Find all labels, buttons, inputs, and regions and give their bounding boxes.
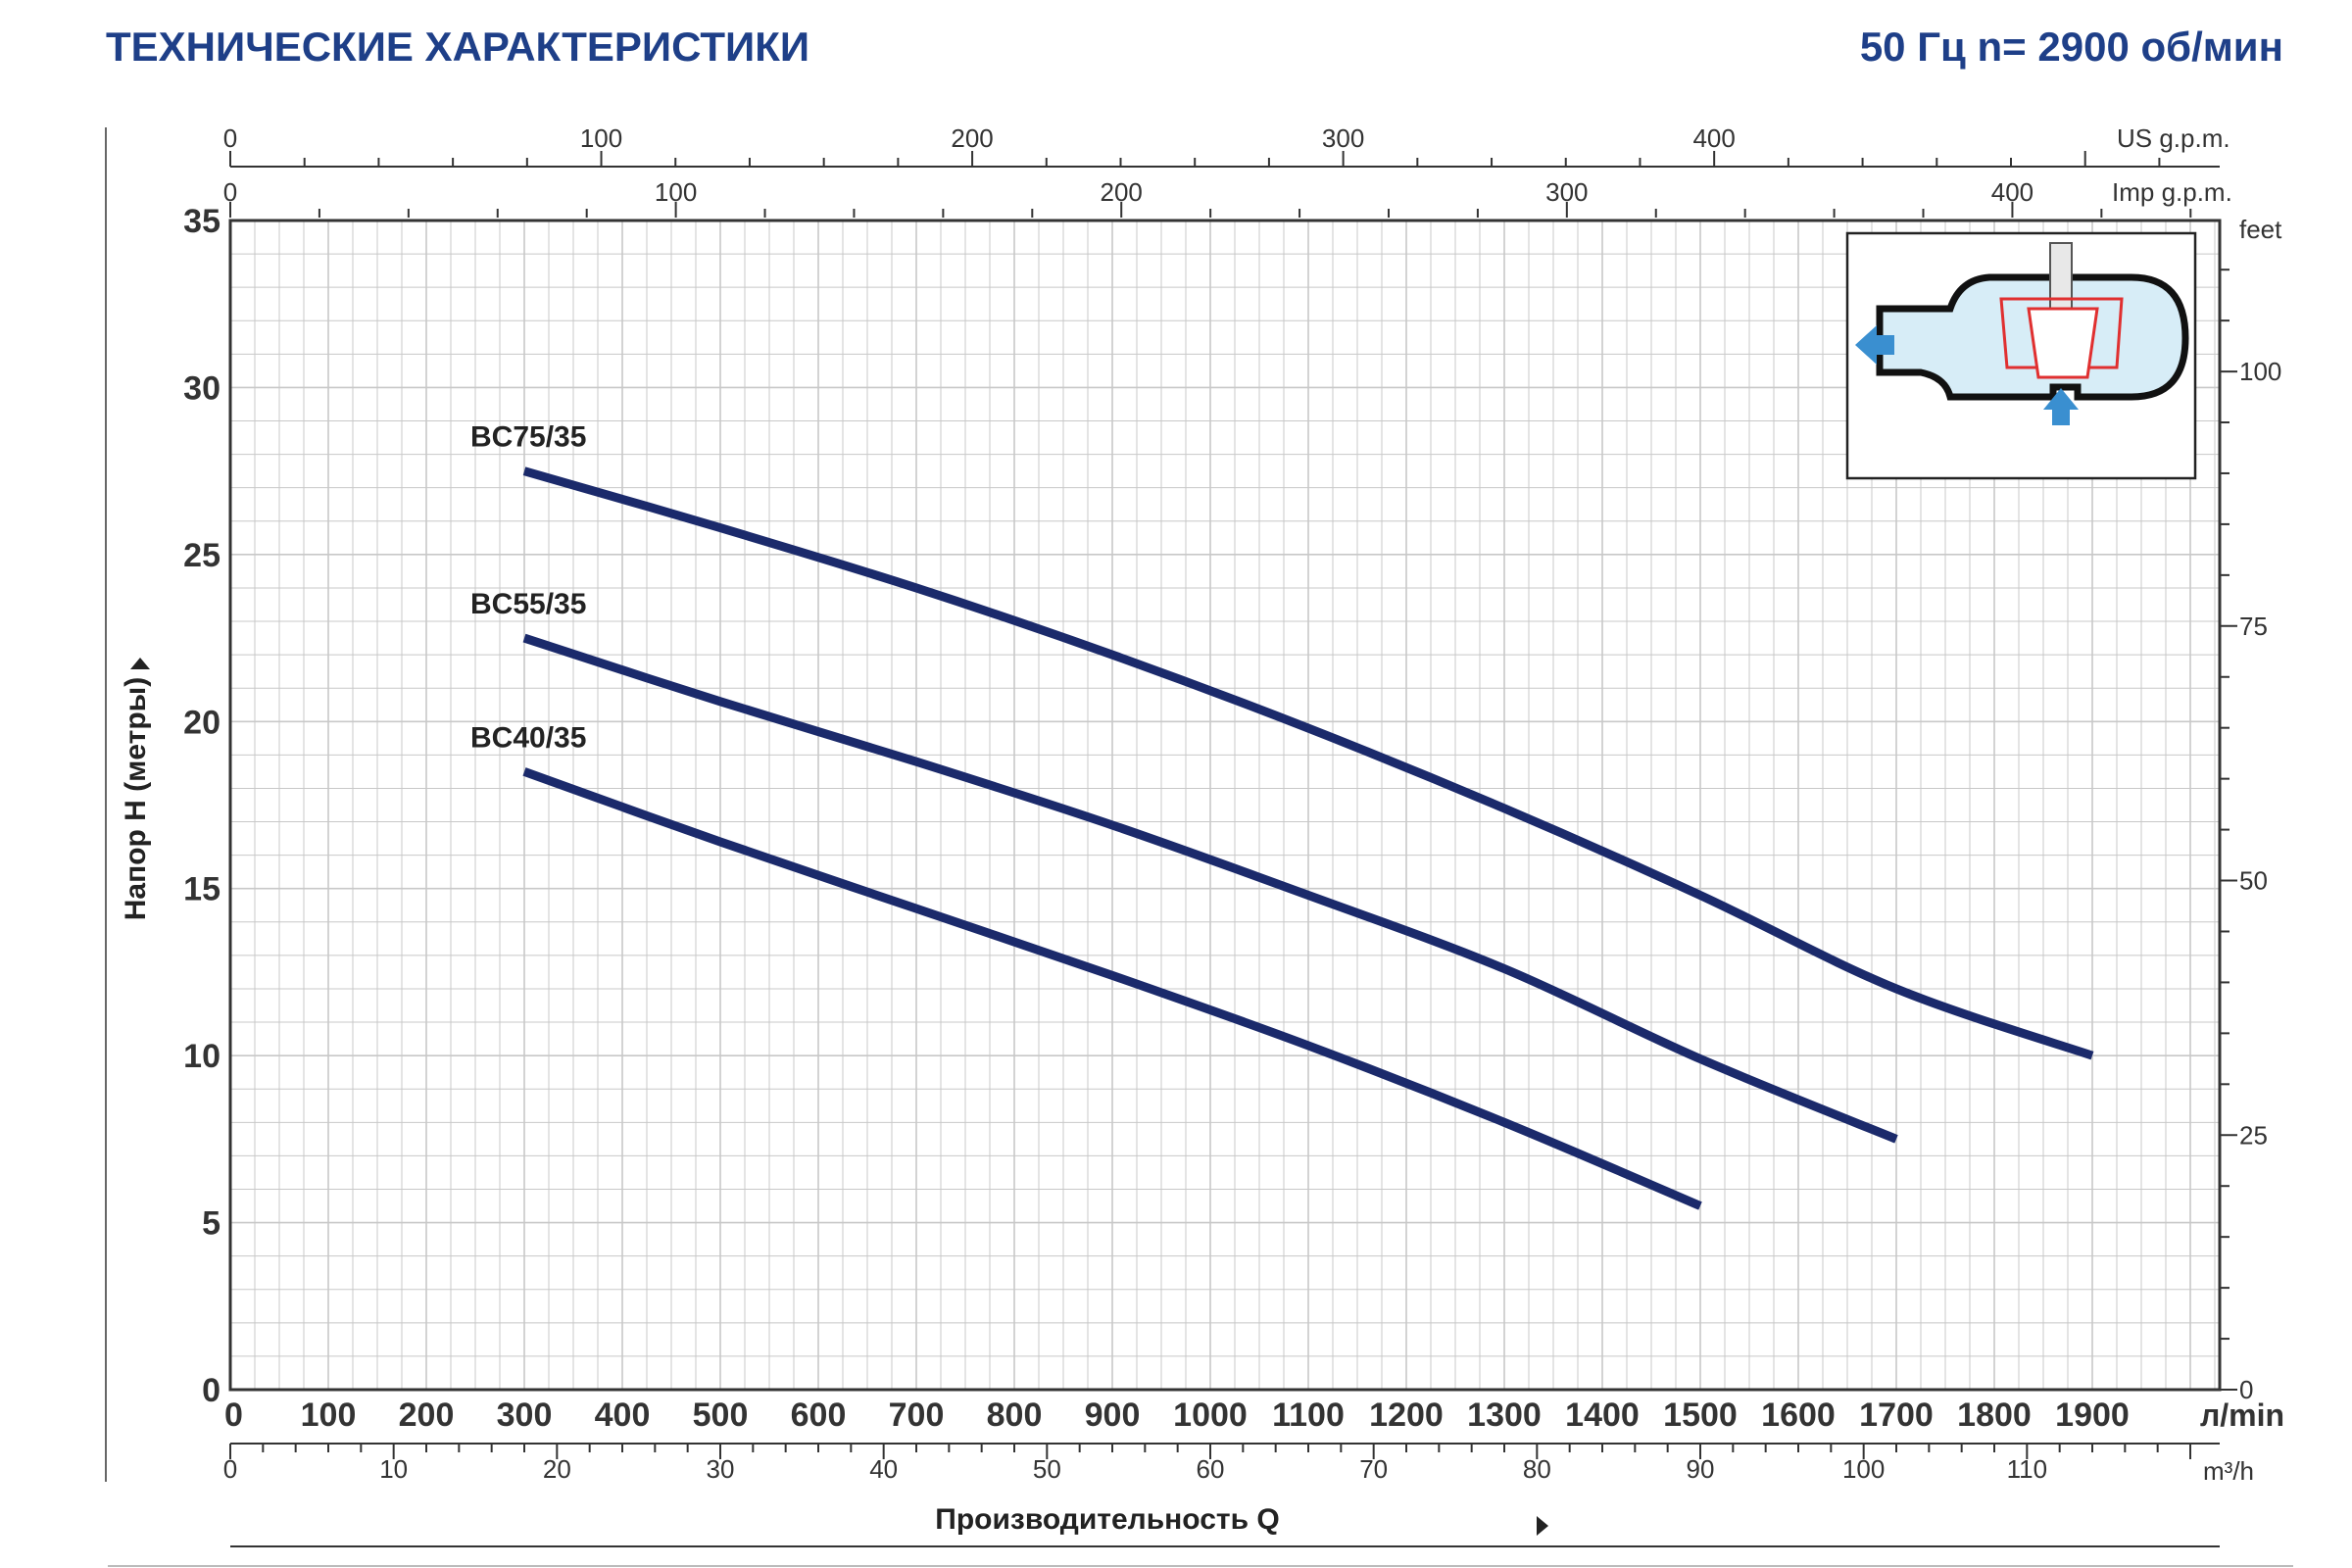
x-unit-label: л/min — [2200, 1397, 2284, 1433]
imp-gpm-tick-label: 100 — [655, 177, 697, 207]
x-tick-label: 1200 — [1369, 1396, 1444, 1434]
impeller-outline — [1999, 297, 2124, 369]
inlet-arrow-stem — [2052, 408, 2070, 425]
us-gpm-tick-label: 200 — [951, 123, 993, 153]
m3h-tick-label: 30 — [707, 1454, 735, 1484]
x-tick-label: 1600 — [1761, 1396, 1836, 1434]
y-tick-label: 20 — [183, 704, 220, 741]
impeller-inner — [2027, 307, 2099, 379]
us-gpm-tick-label: 100 — [580, 123, 622, 153]
x-tick-label: 200 — [399, 1396, 455, 1434]
m3h-unit-label: m³/h — [2203, 1456, 2254, 1486]
page-title: ТЕХНИЧЕСКИЕ ХАРАКТЕРИСТИКИ — [106, 24, 810, 70]
x-tick-label: 600 — [791, 1396, 847, 1434]
m3h-tick-label: 110 — [2007, 1454, 2047, 1484]
feet-tick-label: 100 — [2239, 357, 2281, 386]
x-tick-label: 1100 — [1272, 1396, 1345, 1434]
imp-gpm-tick-label: 400 — [1991, 177, 2034, 207]
m3h-tick-label: 20 — [543, 1454, 571, 1484]
m3h-tick-label: 60 — [1197, 1454, 1225, 1484]
series-label: BC40/35 — [470, 721, 586, 754]
m3h-tick-label: 50 — [1033, 1454, 1061, 1484]
chart-frame — [105, 127, 2293, 1567]
x-axis-title: Производительность Q — [935, 1503, 1279, 1536]
us-gpm-tick-label: 400 — [1692, 123, 1735, 153]
y-tick-label: 5 — [202, 1205, 220, 1243]
inlet-arrow-icon — [2043, 388, 2079, 410]
y-tick-label: 30 — [183, 369, 220, 407]
y-tick-label: 10 — [183, 1038, 220, 1075]
y-tick-label: 35 — [183, 203, 220, 240]
imp-gpm-unit-label: Imp g.p.m. — [2112, 177, 2232, 207]
outlet-arrow-stem — [1877, 335, 1894, 355]
x-tick-label: 100 — [301, 1396, 357, 1434]
m3h-tick-label: 40 — [869, 1454, 898, 1484]
us-gpm-unit-label: US g.p.m. — [2117, 123, 2230, 153]
feet-tick-label: 25 — [2239, 1120, 2268, 1150]
m3h-tick-label: 0 — [223, 1454, 237, 1484]
m3h-tick-label: 90 — [1687, 1454, 1715, 1484]
outlet-arrow-icon — [1855, 325, 1877, 365]
feet-tick-label: 50 — [2239, 866, 2268, 896]
x-tick-label: 500 — [693, 1396, 749, 1434]
m3h-tick-label: 10 — [379, 1454, 408, 1484]
chart-grid — [230, 220, 2220, 1390]
y-tick-label: 15 — [183, 871, 220, 908]
y-tick-label: 0 — [202, 1372, 220, 1409]
x-tick-label: 0 — [224, 1396, 243, 1434]
y-axis-title: Напор H (метры) — [120, 677, 152, 921]
x-tick-label: 900 — [1085, 1396, 1141, 1434]
y-tick-label: 25 — [183, 537, 220, 574]
x-tick-label: 1900 — [2055, 1396, 2130, 1434]
feet-unit-label: feet — [2239, 215, 2282, 244]
x-tick-label: 300 — [497, 1396, 553, 1434]
x-tick-label: 1800 — [1957, 1396, 2032, 1434]
x-tick-label: 1300 — [1467, 1396, 1542, 1434]
series-line-bc40-35 — [522, 767, 1702, 1210]
us-gpm-tick-label: 300 — [1322, 123, 1364, 153]
series-label: BC55/35 — [470, 588, 586, 620]
series-line-bc75-35 — [522, 466, 2094, 1060]
chart-curves — [522, 466, 2094, 1210]
y-axis-title-arrow — [130, 658, 150, 669]
plot-border — [228, 219, 2222, 1392]
us-gpm-tick-label: 0 — [223, 123, 237, 153]
m3h-tick-label: 80 — [1523, 1454, 1551, 1484]
imp-gpm-tick-label: 200 — [1101, 177, 1143, 207]
x-tick-label: 1700 — [1859, 1396, 1934, 1434]
x-tick-label: 400 — [595, 1396, 651, 1434]
feet-tick-label: 0 — [2239, 1375, 2253, 1404]
page-subtitle: 50 Гц n= 2900 об/мин — [1859, 24, 2283, 70]
x-tick-label: 800 — [987, 1396, 1043, 1434]
imp-gpm-tick-label: 300 — [1545, 177, 1588, 207]
x-tick-label: 1400 — [1565, 1396, 1640, 1434]
series-line-bc55-35 — [522, 633, 1898, 1144]
imp-gpm-tick-label: 0 — [223, 177, 237, 207]
feet-tick-label: 75 — [2239, 612, 2268, 641]
pump-shaft — [2049, 242, 2073, 318]
m3h-tick-label: 100 — [1842, 1454, 1885, 1484]
x-tick-label: 1500 — [1663, 1396, 1738, 1434]
chart-labels: BC75/35 BC55/35 BC40/35 — [470, 421, 586, 755]
x-axis-title-arrow — [1537, 1516, 1548, 1536]
m3h-tick-label: 70 — [1359, 1454, 1388, 1484]
pump-diagram-icon — [1845, 231, 2197, 480]
series-label: BC75/35 — [470, 421, 586, 454]
x-tick-label: 1000 — [1173, 1396, 1248, 1434]
x-tick-label: 700 — [889, 1396, 945, 1434]
